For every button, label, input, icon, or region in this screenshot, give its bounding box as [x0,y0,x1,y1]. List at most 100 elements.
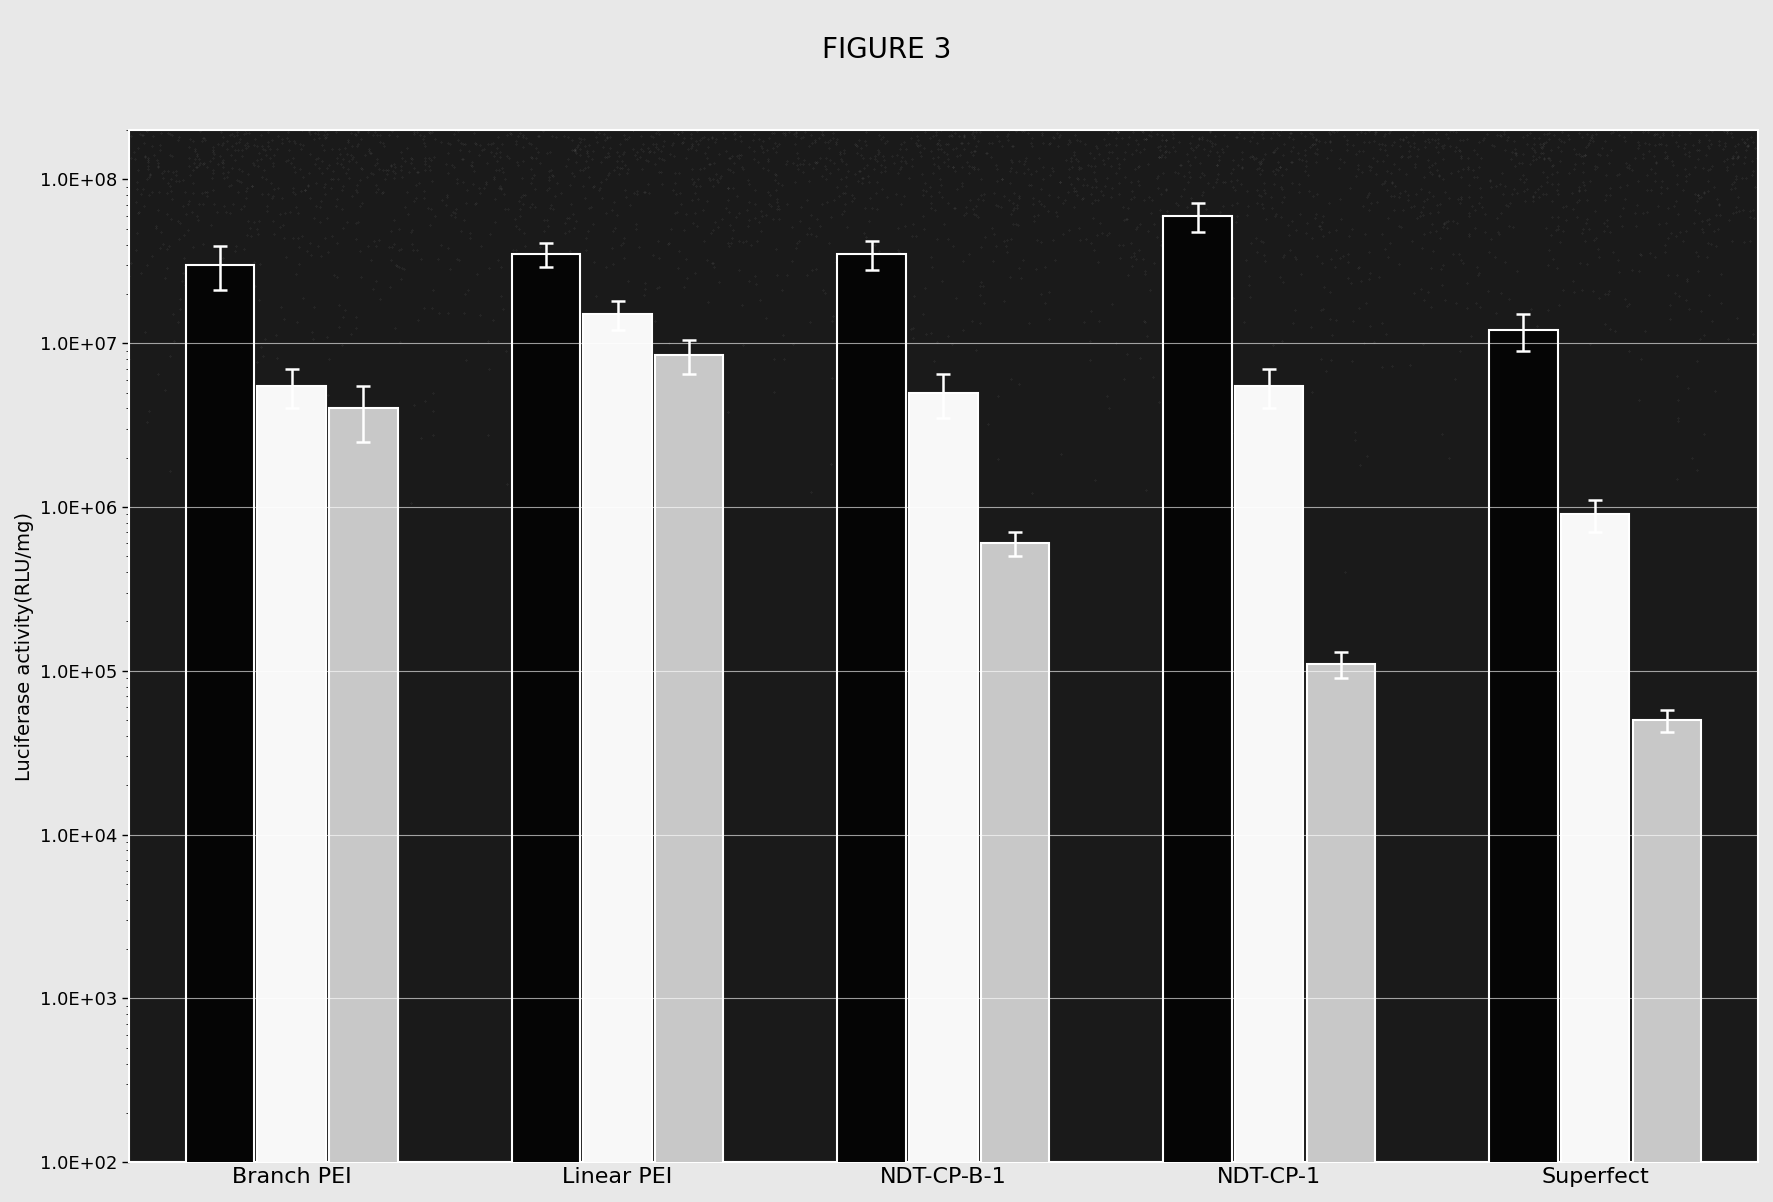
Point [644,121,672,141]
Point [1064,130,1092,149]
Point [684,190,713,209]
Point [152,204,181,224]
Point [592,147,621,166]
Point [1578,125,1606,144]
Point [348,267,376,286]
Point [193,186,222,206]
Point [741,195,769,214]
Point [723,147,752,166]
Point [360,231,388,250]
Point [1060,178,1089,197]
Point [342,213,371,232]
Point [1456,225,1484,244]
Point [722,124,750,143]
Point [966,314,995,333]
Point [1530,133,1558,153]
Point [291,180,319,200]
Point [1372,161,1401,180]
Point [486,143,514,162]
Point [761,133,789,153]
Point [1347,123,1376,142]
Point [1491,121,1519,141]
Point [418,280,447,299]
Point [1723,147,1752,166]
Point [768,280,796,299]
Point [617,195,645,214]
Point [1202,225,1230,244]
Point [312,209,340,228]
Point [566,132,594,151]
Point [1124,156,1152,175]
Point [952,197,980,216]
Point [466,136,495,155]
Point [1436,121,1464,141]
Point [174,220,202,239]
Point [851,136,879,155]
Point [372,160,401,179]
Point [1236,267,1264,286]
Point [1236,131,1264,150]
Point [502,273,530,292]
Point [621,183,649,202]
Point [608,144,637,163]
Point [926,159,954,178]
Point [1326,248,1355,267]
Point [553,156,582,175]
Point [885,219,913,238]
Point [1028,126,1057,145]
Point [1479,858,1507,877]
Point [961,204,989,224]
Point [188,195,216,214]
Point [434,303,463,322]
Point [699,220,727,239]
Point [493,147,521,166]
Point [1248,198,1277,218]
Point [1090,154,1119,173]
Point [1683,351,1711,370]
Point [232,133,261,153]
Point [337,123,365,142]
Point [828,204,856,224]
Point [1464,157,1493,177]
Point [209,197,238,216]
Point [321,123,349,142]
Point [1259,335,1287,355]
Point [1661,132,1690,151]
Point [933,156,961,175]
Point [215,175,243,195]
Point [1413,190,1441,209]
Point [917,192,945,212]
Point [154,173,183,192]
Point [1394,132,1422,151]
Point [1349,197,1378,216]
Point [1135,221,1163,240]
Point [275,141,303,160]
Point [784,160,812,179]
Point [174,195,202,214]
Point [1709,151,1738,171]
Point [509,151,537,171]
Point [129,133,158,153]
Point [1101,333,1129,352]
Point [1082,191,1110,210]
Point [151,162,179,182]
Point [899,120,927,139]
Point [218,159,246,178]
Point [209,133,238,153]
Point [1151,240,1179,260]
Point [441,204,470,224]
Point [466,305,495,325]
Point [711,142,739,161]
Point [310,121,339,141]
Point [970,276,998,296]
Point [356,143,385,162]
Point [271,248,300,267]
Point [941,124,970,143]
Point [677,135,706,154]
Point [1285,174,1314,194]
Point [518,149,546,168]
Point [1128,121,1156,141]
Point [863,144,892,163]
Point [1199,136,1227,155]
Point [957,125,986,144]
